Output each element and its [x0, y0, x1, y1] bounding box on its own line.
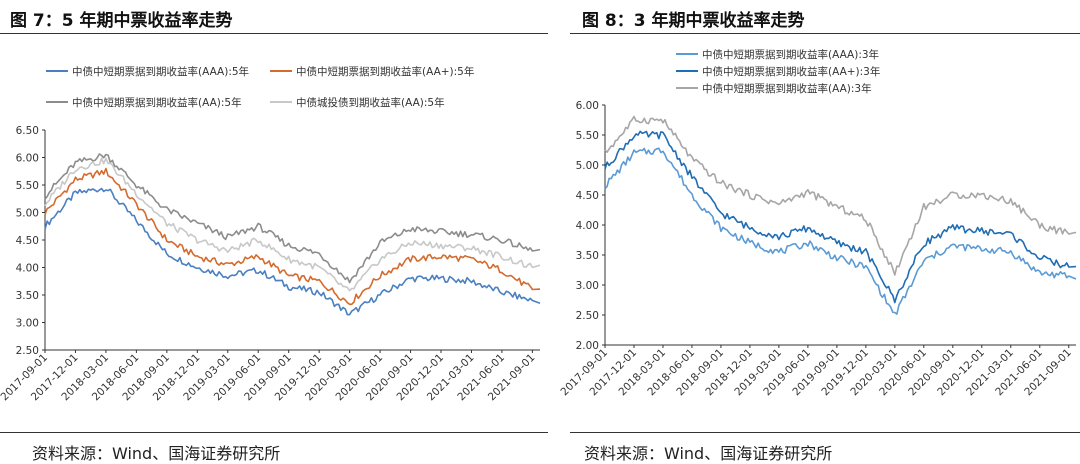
fig8-y-tick-label: 3.00 — [576, 280, 599, 292]
fig7-series-line-2 — [44, 167, 541, 306]
fig7-y-tick-label: 4.00 — [16, 263, 39, 275]
figure-7-chart: 2.503.003.504.004.505.005.506.006.502017… — [0, 65, 541, 403]
fig7-y-tick-label: 5.00 — [16, 208, 39, 220]
figure-7-top-rule — [0, 33, 548, 34]
fig7-y-tick-label: 3.50 — [16, 290, 39, 302]
fig8-y-tick-label: 4.50 — [576, 190, 599, 202]
fig7-legend-label-4: 中债城投债到期收益率(AA):5年 — [296, 96, 445, 109]
fig8-y-tick-label: 4.00 — [576, 220, 599, 232]
figure-7-title: 图 7：5 年期中票收益率走势 — [10, 11, 233, 31]
fig8-series-line-3 — [604, 115, 1077, 276]
figure-8-title: 图 8：3 年期中票收益率走势 — [582, 11, 805, 31]
fig7-series-line-4 — [44, 157, 541, 292]
fig8-legend-label-3: 中债中短期票据到期收益率(AA):3年 — [702, 82, 872, 95]
figure-8-top-rule — [570, 33, 1080, 34]
fig8-y-tick-label: 5.00 — [576, 160, 599, 172]
fig7-legend-label-3: 中债中短期票据到期收益率(AA):5年 — [72, 96, 242, 109]
fig8-series-line-1 — [604, 147, 1077, 315]
figure-7-panel: 图 7：5 年期中票收益率走势 2.50 3.00 3.50 4.00 4.50 5.00… — [0, 11, 548, 463]
figure-7-source: 资料来源：Wind、国海证券研究所 — [32, 444, 281, 463]
fig7-y-tick-label: 4.50 — [16, 235, 39, 247]
fig8-y-tick-label: 6.00 — [576, 100, 599, 112]
fig7-y-tick-label: 6.50 — [16, 125, 39, 137]
figure-8-chart: 2.002.503.003.504.004.505.005.506.002017… — [558, 48, 1077, 398]
figure-8-panel: 图 8：3 年期中票收益率走势 2.00 2.50 3.00 3.50 4.00 4.50… — [548, 0, 1080, 463]
figure-7-bottom-rule — [0, 432, 548, 433]
fig8-y-tick-label: 3.50 — [576, 250, 599, 262]
fig8-legend-label-2: 中债中短期票据到期收益率(AA+):3年 — [702, 65, 880, 78]
fig8-y-tick-label: 2.00 — [576, 340, 599, 352]
fig7-legend-label-1: 中债中短期票据到期收益率(AAA):5年 — [72, 65, 249, 78]
fig7-y-tick-label: 6.00 — [16, 153, 39, 165]
fig7-y-tick-label: 3.00 — [16, 318, 39, 330]
fig7-legend-label-2: 中债中短期票据到期收益率(AA+):5年 — [296, 65, 474, 78]
fig7-series-line-3 — [44, 153, 541, 284]
figure-8-bottom-rule — [570, 432, 1080, 433]
fig7-y-tick-label: 5.50 — [16, 180, 39, 192]
fig7-y-tick-label: 2.50 — [16, 345, 39, 357]
fig8-series-line-2 — [604, 130, 1077, 304]
fig7-series-line-1 — [44, 187, 541, 316]
fig8-y-tick-label: 5.50 — [576, 130, 599, 142]
fig8-legend-label-1: 中债中短期票据到期收益率(AAA):3年 — [702, 48, 879, 61]
figure-8-source: 资料来源：Wind、国海证券研究所 — [584, 444, 833, 463]
fig8-y-tick-label: 2.50 — [576, 310, 599, 322]
